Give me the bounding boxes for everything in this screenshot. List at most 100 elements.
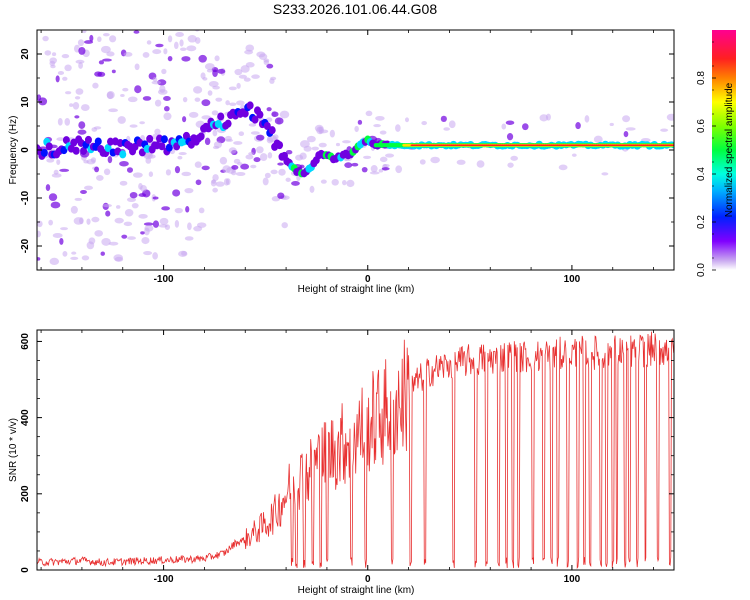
spectral-noise-blob: [201, 165, 210, 171]
spectral-noise-blob: [331, 178, 339, 186]
spectral-noise-blob: [147, 154, 156, 159]
spectral-noise-blob: [622, 115, 631, 123]
spectral-noise-blob: [94, 230, 103, 237]
spectral-noise-blob: [240, 65, 250, 73]
spectrogram-y-ticks: -20 -10 0 10 20: [20, 29, 674, 271]
spectral-ridge-blob: [146, 134, 154, 143]
spectral-noise-blob: [129, 124, 138, 128]
spectral-noise-blob: [291, 181, 300, 186]
spectral-noise-blob: [126, 197, 137, 203]
spectral-noise-blob: [78, 46, 86, 55]
spectral-noise-blob: [60, 227, 68, 231]
spectral-noise-blob: [177, 155, 183, 160]
spectral-noise-blob: [440, 115, 447, 122]
spectral-noise-blob: [129, 191, 138, 199]
spectral-noise-blob: [666, 113, 674, 121]
spectral-noise-blob: [243, 77, 251, 82]
spectral-noise-blob: [127, 236, 136, 240]
spectral-noise-blob: [198, 54, 207, 63]
spectral-noise-blob: [181, 56, 191, 62]
spectral-noise-blob: [262, 177, 269, 186]
spectral-noise-blob: [266, 137, 274, 144]
colorbar-ticks: 0.0 0.2 0.4 0.6 0.8: [696, 41, 716, 277]
spectral-noise-blob: [105, 210, 111, 217]
spectral-noise-blob: [187, 34, 197, 43]
spectral-noise-blob: [187, 222, 192, 231]
spectral-noise-blob: [575, 122, 581, 130]
spectral-noise-blob: [44, 50, 52, 56]
spectral-noise-blob: [82, 30, 87, 34]
spectral-noise-blob: [152, 77, 158, 82]
spectral-noise-blob: [70, 256, 79, 261]
spectral-noise-blob: [144, 225, 154, 232]
spectral-ridge-blob: [224, 119, 232, 128]
snr-y-ticks: 0 200 400 600: [20, 333, 674, 573]
spectral-noise-blob: [311, 146, 320, 151]
spectral-noise-blob: [138, 213, 148, 219]
spectral-noise-blob: [132, 172, 143, 178]
x-tick-label: 100: [564, 574, 581, 585]
spectral-ridge-blob: [173, 142, 181, 151]
snr-panel: -100 0 100 0 200 400 600 Height of straight l…: [8, 329, 675, 596]
spectral-noise-blob: [98, 60, 105, 65]
spectral-noise-blob: [181, 171, 192, 177]
colorbar-gradient: [712, 30, 736, 270]
colorbar-tick-label: 0.0: [696, 263, 707, 277]
spectral-noise-blob: [108, 241, 119, 246]
spectral-noise-blob: [545, 113, 551, 121]
spectral-noise-blob: [56, 159, 61, 165]
spectral-noise-blob: [93, 126, 102, 130]
spectral-noise-blob: [285, 177, 291, 182]
spectral-noise-blob: [271, 111, 279, 117]
spectral-noise-blob: [351, 162, 359, 167]
spectral-peak-blob: [671, 144, 674, 146]
spectral-noise-blob: [59, 237, 64, 245]
spectral-noise-blob: [448, 120, 456, 129]
spectral-noise-blob: [121, 234, 128, 239]
spectral-noise-blob: [395, 124, 401, 132]
spectral-noise-blob: [167, 55, 173, 62]
spectral-noise-blob: [303, 145, 312, 152]
spectral-noise-blob: [219, 156, 228, 165]
spectral-noise-blob: [152, 49, 162, 55]
spectral-noise-blob: [86, 241, 95, 250]
spectral-noise-blob: [117, 116, 126, 124]
spectral-noise-blob: [212, 145, 220, 150]
spectral-noise-blob: [660, 128, 669, 132]
spectral-noise-blob: [122, 87, 129, 92]
spectral-noise-blob: [244, 49, 254, 55]
spectral-noise-blob: [159, 217, 169, 225]
spectral-noise-blob: [42, 35, 49, 42]
spectral-noise-blob: [259, 153, 268, 161]
spectral-noise-blob: [256, 134, 265, 141]
spectral-noise-blob: [70, 205, 78, 214]
spectral-ridge-blob: [205, 124, 212, 133]
x-tick-label: 100: [564, 274, 581, 285]
spectral-noise-blob: [152, 252, 158, 260]
spectral-noise-blob: [133, 30, 140, 34]
spectral-noise-blob: [382, 164, 390, 168]
spectral-noise-blob: [155, 43, 164, 48]
spectral-noise-blob: [91, 216, 100, 223]
spectral-noise-blob: [318, 142, 327, 148]
y-tick-label: 20: [20, 48, 31, 60]
spectral-noise-blob: [114, 256, 124, 262]
spectral-ridge-blob: [80, 146, 88, 155]
spectral-noise-blob: [59, 168, 70, 172]
spectral-noise-blob: [62, 250, 68, 257]
spectral-noise-blob: [237, 162, 243, 166]
spectral-noise-blob: [395, 165, 403, 174]
spectral-noise-blob: [57, 71, 65, 75]
spectral-ridge-blob: [131, 142, 139, 151]
spectral-noise-blob: [37, 220, 43, 228]
spectral-noise-blob: [94, 166, 100, 173]
spectral-noise-blob: [142, 51, 150, 58]
spectral-noise-blob: [357, 119, 363, 125]
spectral-noise-blob: [200, 72, 206, 79]
spectral-noise-blob: [152, 196, 159, 200]
snr-y-axis-label: SNR (10 * v/v): [8, 418, 19, 482]
spectral-noise-blob: [73, 217, 84, 225]
spectral-noise-blob: [120, 93, 125, 97]
spectral-noise-blob: [65, 91, 72, 95]
spectral-noise-blob: [278, 168, 286, 176]
